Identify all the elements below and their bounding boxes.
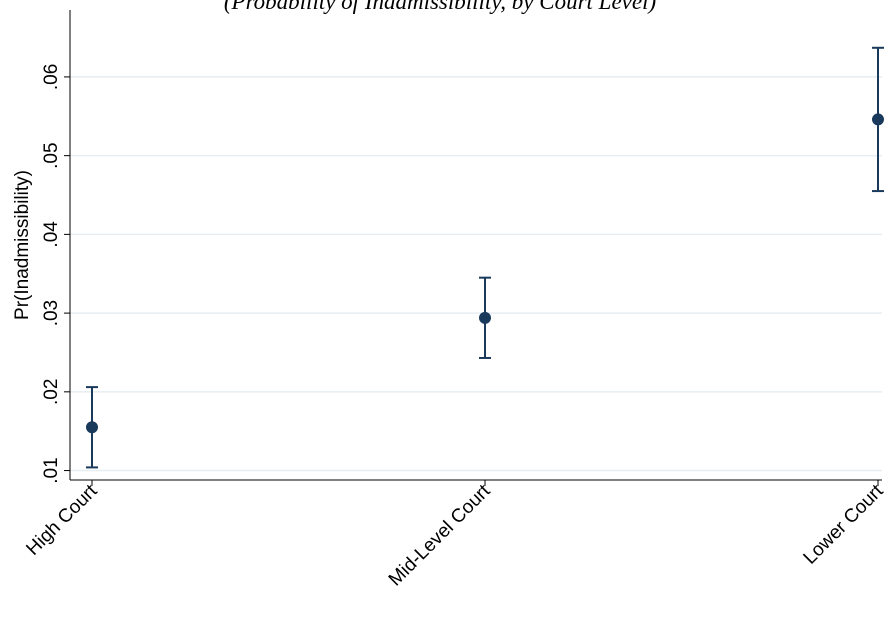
axes (69, 10, 882, 481)
x-tick-label: Lower Court (800, 480, 884, 569)
data-point (479, 311, 491, 324)
data-points (86, 46, 884, 469)
y-tick-label: .04 (41, 221, 62, 248)
x-ticks: High Court Mid-Level Court Lower Court (22, 480, 884, 590)
y-tick-label: .06 (41, 64, 62, 90)
x-tick-label: High Court (22, 480, 102, 560)
y-axis-title: Pr(Inadmissibility) (12, 170, 33, 320)
y-ticks: .01 .02 .03 .04 .05 .06 (41, 64, 70, 484)
y-tick-label: .01 (41, 457, 62, 483)
data-point (86, 421, 98, 434)
y-tick-label: .03 (41, 300, 62, 326)
data-point (872, 113, 884, 126)
chart-top-caption: (Probability of Inadmissibility, by Cour… (224, 0, 656, 14)
y-tick-label: .02 (41, 379, 62, 405)
y-tick-label: .05 (41, 142, 62, 168)
x-tick-label: Mid-Level Court (385, 480, 495, 590)
grid-lines (70, 76, 882, 472)
